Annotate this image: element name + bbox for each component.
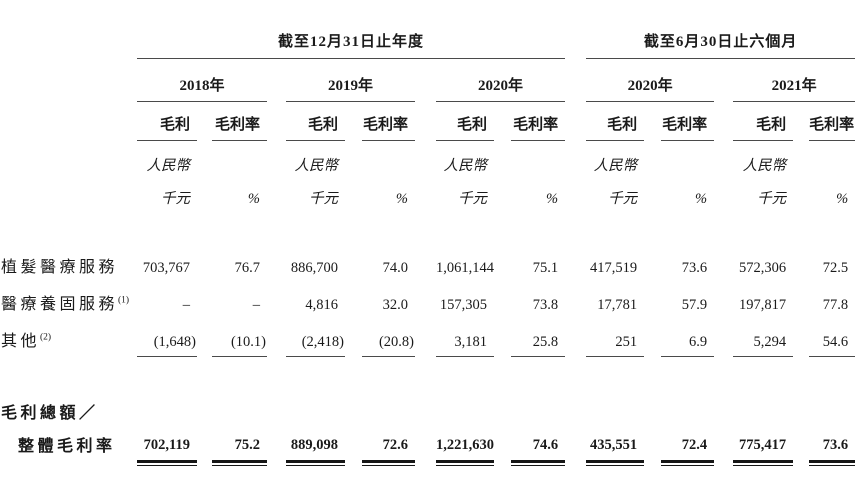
unit-label-thousand: 千元 <box>309 191 338 207</box>
value-cell: 417,519 <box>589 260 638 276</box>
period-header-row: 截至12月31日止年度 截至6月30日止六個月 <box>0 0 855 59</box>
unit-label-percent: % <box>695 191 708 207</box>
metric-header-gross-margin: 毛利率 <box>809 101 855 141</box>
value-cell: 76.7 <box>234 260 260 276</box>
year-header-2018: 2018年 <box>137 58 267 102</box>
unit-label-rmb: 人民幣 <box>443 158 488 174</box>
year-header-2020: 2020年 <box>436 58 566 102</box>
unit-label-rmb: 人民幣 <box>146 158 191 174</box>
value-cell: 72.5 <box>822 260 849 276</box>
unit-label-percent: % <box>247 191 260 207</box>
unit-label-rmb: 人民幣 <box>593 158 638 174</box>
metric-header-gross-profit: 毛利 <box>137 101 197 141</box>
value-cell: (2,418) <box>286 323 345 357</box>
value-cell: 25.8 <box>511 323 566 357</box>
spacer-row <box>0 356 855 399</box>
year-header-2019: 2019年 <box>286 58 415 102</box>
metric-header-gross-profit: 毛利 <box>286 101 345 141</box>
total-value-cell: 1,221,630 <box>436 422 494 463</box>
metric-header-gross-margin: 毛利率 <box>661 101 715 141</box>
total-value-cell: 775,417 <box>733 422 794 463</box>
value-cell: 73.6 <box>681 260 708 276</box>
unit-label-percent: % <box>836 191 849 207</box>
year-header-2021-interim: 2021年 <box>733 58 855 102</box>
total-label-row: 毛利總額／ <box>0 399 855 423</box>
metric-header-row: 毛利 毛利率 毛利 毛利率 毛利 毛利率 毛利 毛利率 毛利 毛利率 <box>0 101 855 141</box>
value-cell: (20.8) <box>362 323 415 357</box>
unit-label-thousand: 千元 <box>757 191 787 207</box>
year-header-2020-interim: 2020年 <box>586 58 715 102</box>
value-cell: 57.9 <box>681 297 708 313</box>
unit-label-thousand: 千元 <box>608 191 638 207</box>
total-label-line1: 毛利總額／ <box>1 404 99 422</box>
row-label: 其他(2) <box>1 332 52 350</box>
value-cell: 17,781 <box>597 297 638 313</box>
value-cell: 703,767 <box>142 260 190 276</box>
total-value-cell: 889,098 <box>286 422 345 463</box>
row-label: 植髮醫療服務 <box>1 259 119 276</box>
unit-row-rmb: 人民幣 人民幣 人民幣 人民幣 人民幣 <box>0 141 855 176</box>
footnote-marker: (2) <box>40 332 52 343</box>
unit-label-percent: % <box>546 191 559 207</box>
value-cell: 572,306 <box>738 260 787 276</box>
unit-label-thousand: 千元 <box>458 191 487 207</box>
table-row-hair-transplant: 植髮醫療服務 703,767 76.7 886,700 74.0 1,061,1… <box>0 249 855 286</box>
metric-header-gross-margin: 毛利率 <box>212 101 267 141</box>
total-value-cell: 435,551 <box>586 422 645 463</box>
value-cell: – <box>182 297 190 313</box>
value-cell: 77.8 <box>822 297 849 313</box>
spacer-row <box>0 215 855 249</box>
total-values-row: 整體毛利率 702,119 75.2 889,098 72.6 1,221,63… <box>0 422 855 463</box>
value-cell: 54.6 <box>809 323 855 357</box>
value-cell: 1,061,144 <box>436 260 494 276</box>
total-value-cell: 72.4 <box>661 422 715 463</box>
period-header-interim: 截至6月30日止六個月 <box>586 0 855 59</box>
metric-header-gross-margin: 毛利率 <box>362 101 415 141</box>
total-value-cell: 74.6 <box>511 422 566 463</box>
value-cell: 73.8 <box>532 297 559 313</box>
value-cell: (1,648) <box>137 323 197 357</box>
unit-label-rmb: 人民幣 <box>294 158 339 174</box>
table-row-others: 其他(2) (1,648) (10.1) (2,418) (20.8) 3,18… <box>0 323 855 357</box>
value-cell: 3,181 <box>436 323 494 357</box>
unit-label-thousand: 千元 <box>161 191 190 207</box>
value-cell: 75.1 <box>532 260 559 276</box>
value-cell: 32.0 <box>382 297 408 313</box>
value-cell: (10.1) <box>212 323 267 357</box>
unit-row-thousand-percent: 千元 % 千元 % 千元 % 千元 % 千元 % <box>0 175 855 215</box>
row-label: 醫療養固服務(1) <box>1 295 130 313</box>
value-cell: 886,700 <box>290 260 338 276</box>
value-cell: 6.9 <box>661 323 715 357</box>
total-value-cell: 75.2 <box>212 422 267 463</box>
value-cell: – <box>252 297 260 313</box>
value-cell: 157,305 <box>439 297 487 313</box>
total-label-line2: 整體毛利率 <box>18 437 116 455</box>
metric-header-gross-profit: 毛利 <box>436 101 494 141</box>
total-value-cell: 73.6 <box>809 422 855 463</box>
metric-header-gross-margin: 毛利率 <box>511 101 566 141</box>
metric-header-gross-profit: 毛利 <box>586 101 645 141</box>
table-row-medical-care: 醫療養固服務(1) – – 4,816 32.0 157,305 73.8 17… <box>0 286 855 323</box>
total-value-cell: 72.6 <box>362 422 415 463</box>
value-cell: 4,816 <box>305 297 338 313</box>
value-cell: 74.0 <box>382 260 408 276</box>
period-header-annual: 截至12月31日止年度 <box>137 0 566 59</box>
value-cell: 5,294 <box>733 323 794 357</box>
year-header-row: 2018年 2019年 2020年 2020年 2021年 <box>0 58 855 102</box>
metric-header-gross-profit: 毛利 <box>733 101 794 141</box>
value-cell: 251 <box>586 323 645 357</box>
double-rule-row <box>0 461 855 466</box>
total-value-cell: 702,119 <box>137 422 197 463</box>
footnote-marker: (1) <box>118 295 130 306</box>
value-cell: 197,817 <box>738 297 787 313</box>
gross-profit-table: 截至12月31日止年度 截至6月30日止六個月 2018年 2019年 2020… <box>0 0 855 466</box>
unit-label-percent: % <box>395 191 408 207</box>
unit-label-rmb: 人民幣 <box>742 158 787 174</box>
